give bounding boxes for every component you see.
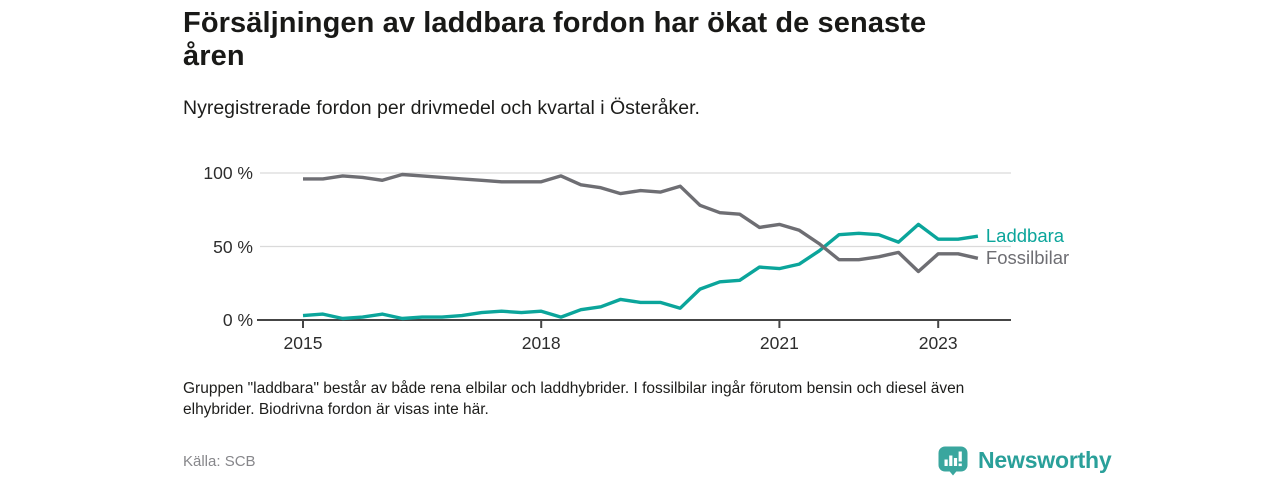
source-label: Källa: SCB	[183, 453, 256, 470]
chart-subtitle: Nyregistrerade fordon per drivmedel och …	[183, 97, 700, 119]
y-axis-label-100: 100 %	[203, 163, 253, 183]
chart-footnote: Gruppen "laddbara" består av både rena e…	[183, 378, 964, 420]
series-label-fossilbilar: Fossilbilar	[985, 247, 1070, 269]
y-axis-label-0: 0 %	[222, 310, 253, 330]
page-title: Försäljningen av laddbara fordon har öka…	[183, 7, 926, 73]
series-line-fossilbilar	[303, 172, 979, 274]
x-axis-label-2015: 2015	[283, 333, 323, 353]
x-axis-label-2023: 2023	[918, 333, 958, 353]
footnote-line-2: elhybrider. Biodrivna fordon är visas in…	[183, 401, 489, 418]
title-line-1: Försäljningen av laddbara fordon har öka…	[183, 7, 927, 39]
series-label-laddbara: Laddbara	[985, 225, 1065, 247]
x-axis-label-2018: 2018	[521, 333, 561, 353]
series-line-laddbara	[302, 222, 979, 321]
y-axis-label-50: 50 %	[213, 236, 253, 257]
logo-text: Newsworthy	[978, 446, 1112, 473]
bar-chart-speech-bubble-icon	[938, 446, 968, 476]
x-axis-label-2021: 2021	[759, 333, 799, 353]
footnote-line-1: Gruppen "laddbara" består av både rena e…	[183, 380, 965, 397]
title-line-2: åren	[183, 40, 245, 72]
newsworthy-logo: Newsworthy	[937, 444, 1112, 476]
